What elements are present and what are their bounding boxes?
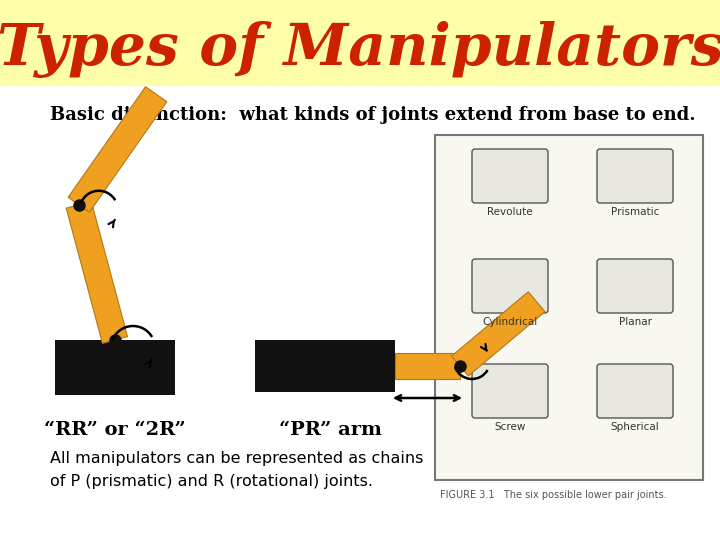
FancyBboxPatch shape xyxy=(597,149,673,203)
Polygon shape xyxy=(395,353,460,379)
Text: Planar: Planar xyxy=(618,317,652,327)
Text: Screw: Screw xyxy=(495,422,526,432)
Bar xyxy=(435,135,703,480)
FancyBboxPatch shape xyxy=(472,364,548,418)
Bar xyxy=(255,340,395,392)
Text: FIGURE 3.1   The six possible lower pair joints.: FIGURE 3.1 The six possible lower pair j… xyxy=(440,490,667,500)
FancyBboxPatch shape xyxy=(597,259,673,313)
Text: Prismatic: Prismatic xyxy=(611,207,660,217)
FancyBboxPatch shape xyxy=(472,259,548,313)
Text: Spherical: Spherical xyxy=(611,422,660,432)
Text: Basic distinction:  what kinds of joints extend from base to end.: Basic distinction: what kinds of joints … xyxy=(50,106,696,124)
Polygon shape xyxy=(451,292,545,376)
Text: Cylindrical: Cylindrical xyxy=(482,317,538,327)
Text: Revolute: Revolute xyxy=(487,207,533,217)
FancyBboxPatch shape xyxy=(472,149,548,203)
Text: Types of Manipulators: Types of Manipulators xyxy=(0,22,720,78)
Text: “PR” arm: “PR” arm xyxy=(279,421,382,439)
Text: All manipulators can be represented as chains
of P (prismatic) and R (rotational: All manipulators can be represented as c… xyxy=(50,451,423,489)
Bar xyxy=(55,340,175,395)
Polygon shape xyxy=(66,201,127,343)
Text: “RR” or “2R”: “RR” or “2R” xyxy=(44,421,186,439)
FancyBboxPatch shape xyxy=(597,364,673,418)
Bar xyxy=(0,0,720,86)
Polygon shape xyxy=(68,87,167,212)
